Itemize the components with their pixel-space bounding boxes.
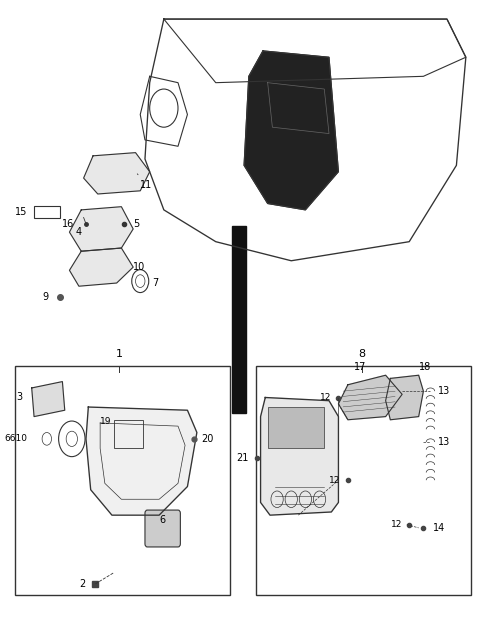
Polygon shape (70, 248, 133, 286)
Text: 10: 10 (133, 262, 145, 272)
Text: 1: 1 (116, 349, 122, 359)
Text: 19: 19 (99, 417, 111, 426)
Text: 7: 7 (152, 278, 158, 288)
Polygon shape (385, 375, 423, 420)
Text: 15: 15 (14, 207, 27, 217)
Text: 11: 11 (137, 174, 153, 190)
Bar (15, 366, 230, 595)
Bar (114, 420, 143, 448)
Text: 6: 6 (160, 515, 166, 525)
Text: 6610: 6610 (4, 434, 27, 443)
Text: 13: 13 (438, 386, 450, 396)
Text: 18: 18 (419, 362, 431, 372)
Text: 4: 4 (75, 226, 81, 237)
Bar (256, 366, 470, 595)
Polygon shape (261, 398, 338, 515)
Text: 13: 13 (438, 437, 450, 447)
Bar (268, 407, 324, 448)
Bar (34, 206, 60, 218)
Polygon shape (86, 407, 197, 515)
Polygon shape (84, 153, 150, 194)
Text: 2: 2 (80, 579, 86, 589)
Polygon shape (70, 207, 133, 251)
Text: 16: 16 (62, 219, 74, 230)
Text: 3: 3 (16, 392, 22, 403)
FancyBboxPatch shape (145, 510, 180, 547)
Text: 14: 14 (433, 523, 445, 533)
Text: 21: 21 (237, 453, 249, 463)
Polygon shape (32, 382, 65, 417)
Text: 12: 12 (329, 476, 341, 485)
Text: 12: 12 (320, 393, 331, 402)
Text: 5: 5 (133, 219, 139, 229)
Text: 8: 8 (359, 349, 366, 359)
Text: 20: 20 (202, 434, 214, 444)
Text: 12: 12 (391, 520, 402, 529)
Polygon shape (338, 375, 402, 420)
Text: 9: 9 (42, 292, 48, 302)
Polygon shape (244, 51, 338, 210)
Text: 17: 17 (353, 362, 366, 372)
Bar (232, 226, 246, 413)
